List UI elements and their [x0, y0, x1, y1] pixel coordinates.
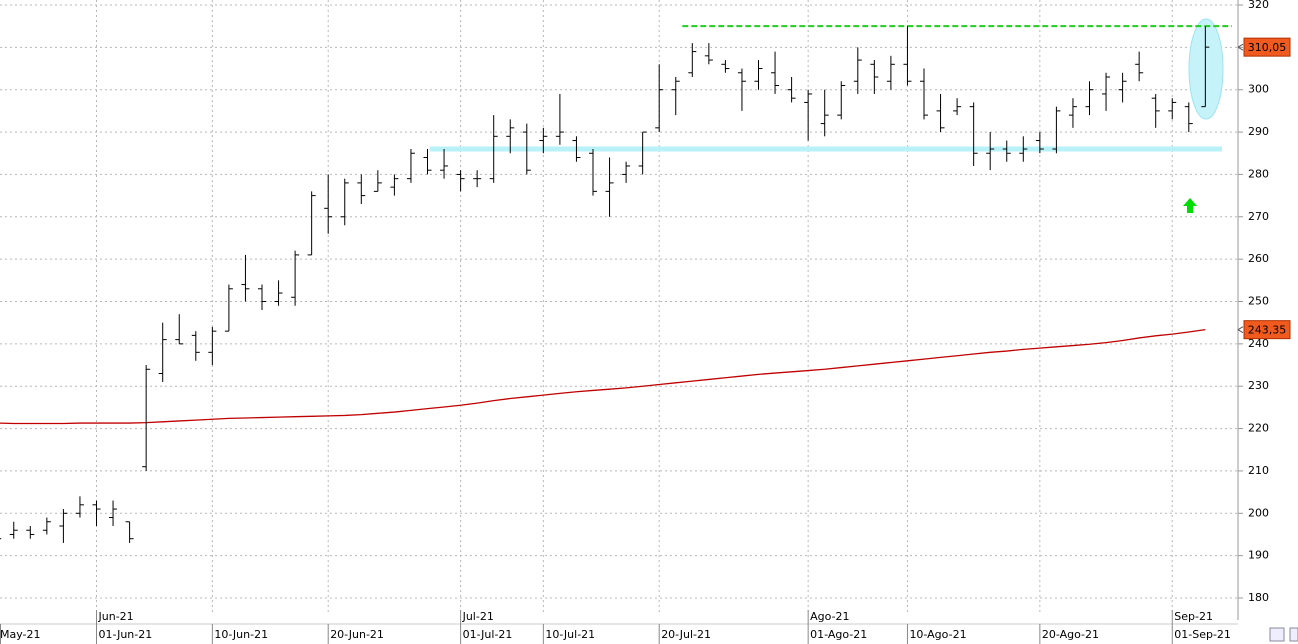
month-label: Ago-21	[810, 610, 849, 623]
y-tick-label: 220	[1248, 422, 1269, 435]
x-tick-label: May-21	[0, 628, 41, 641]
x-tick-label: 10-Ago-21	[909, 628, 966, 641]
x-tick-label: 01-Jul-21	[463, 628, 513, 641]
month-label: Jul-21	[462, 610, 494, 623]
y-tick-label: 180	[1248, 591, 1269, 604]
x-tick-label: 20-Ago-21	[1042, 628, 1099, 641]
plot	[0, 25, 1232, 543]
month-label: Sep-21	[1174, 610, 1213, 623]
y-tick-label: 190	[1248, 549, 1269, 562]
price-label-box	[1243, 320, 1291, 340]
y-tick-label: 290	[1248, 125, 1269, 138]
y-tick-label: 320	[1248, 0, 1269, 11]
y-tick-label: 230	[1248, 379, 1269, 392]
y-tick-label: 210	[1248, 464, 1269, 477]
price-pointer	[1237, 43, 1244, 51]
month-label: Jun-21	[98, 610, 134, 623]
price-pointer	[1237, 326, 1244, 334]
y-tick-label: 270	[1248, 210, 1269, 223]
x-tick-label: 01-Ago-21	[810, 628, 867, 641]
highlight-ellipse	[1188, 18, 1224, 120]
y-tick-label: 300	[1248, 83, 1269, 96]
toolbar-icon[interactable]	[1269, 627, 1285, 642]
x-tick-label: 01-Sep-21	[1174, 628, 1231, 641]
toolbar-icon[interactable]	[1289, 627, 1298, 642]
y-tick-label: 280	[1248, 167, 1269, 180]
y-tick-label: 250	[1248, 295, 1269, 308]
up-arrow	[1183, 198, 1197, 213]
x-tick-label: 20-Jul-21	[661, 628, 711, 641]
x-tick-label: 01-Jun-21	[99, 628, 153, 641]
x-tick-label: 10-Jul-21	[545, 628, 595, 641]
x-tick-label: 20-Jun-21	[330, 628, 384, 641]
price-label: 310,05	[1248, 41, 1287, 54]
moving-average	[0, 329, 1206, 425]
y-tick-label: 240	[1248, 337, 1269, 350]
y-tick-label: 200	[1248, 506, 1269, 519]
x-tick-label: 10-Jun-21	[214, 628, 268, 641]
price-label-box	[1243, 37, 1291, 57]
price-label: 243,35	[1248, 324, 1287, 337]
y-tick-label: 260	[1248, 252, 1269, 265]
grid	[0, 0, 1238, 612]
